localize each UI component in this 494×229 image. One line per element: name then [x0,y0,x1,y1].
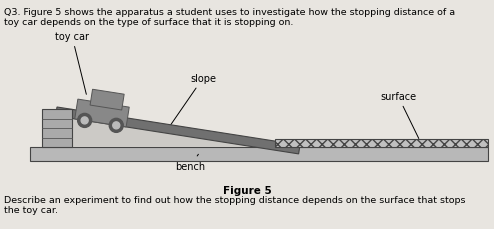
Circle shape [81,117,88,124]
Text: the toy car.: the toy car. [4,205,58,214]
Circle shape [113,122,120,129]
Circle shape [109,119,124,133]
Polygon shape [90,90,124,111]
Text: bench: bench [175,155,205,171]
Text: surface: surface [380,92,419,139]
Text: Describe an experiment to find out how the stopping distance depends on the surf: Describe an experiment to find out how t… [4,195,465,204]
Text: toy car depends on the type of surface that it is stopping on.: toy car depends on the type of surface t… [4,18,293,27]
Polygon shape [75,100,129,127]
Polygon shape [56,108,300,154]
Circle shape [78,114,92,128]
Text: Q3. Figure 5 shows the apparatus a student uses to investigate how the stopping : Q3. Figure 5 shows the apparatus a stude… [4,8,455,17]
Bar [275,139,488,147]
Text: slope: slope [170,74,216,126]
Bar [30,147,488,161]
Text: Figure 5: Figure 5 [223,185,271,195]
Text: toy car: toy car [55,32,89,95]
Polygon shape [57,108,300,147]
Bar [42,109,72,147]
